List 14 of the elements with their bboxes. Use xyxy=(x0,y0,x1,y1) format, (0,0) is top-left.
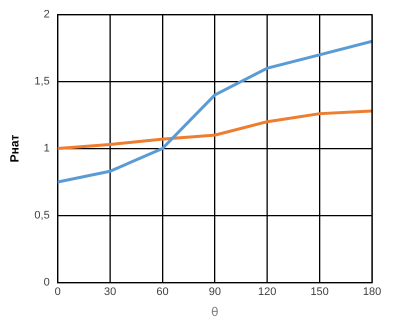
x-tick-label: 150 xyxy=(310,286,329,298)
x-tick-label: 180 xyxy=(362,286,382,298)
x-tick-label: 90 xyxy=(208,286,221,298)
x-axis-title: θ xyxy=(211,304,219,319)
x-tick-label: 0 xyxy=(54,286,61,298)
x-tick-label: 120 xyxy=(258,286,276,298)
x-tick-label: 60 xyxy=(156,286,169,298)
y-tick-label: 2 xyxy=(44,8,50,21)
y-tick-label: 1 xyxy=(44,142,50,155)
y-axis-title: Рнат xyxy=(8,134,22,162)
y-tick-label: 1,5 xyxy=(34,76,50,88)
y-tick-label: 0,5 xyxy=(34,209,50,222)
y-tick-label: 0 xyxy=(44,276,50,288)
x-tick-label: 30 xyxy=(104,286,116,298)
